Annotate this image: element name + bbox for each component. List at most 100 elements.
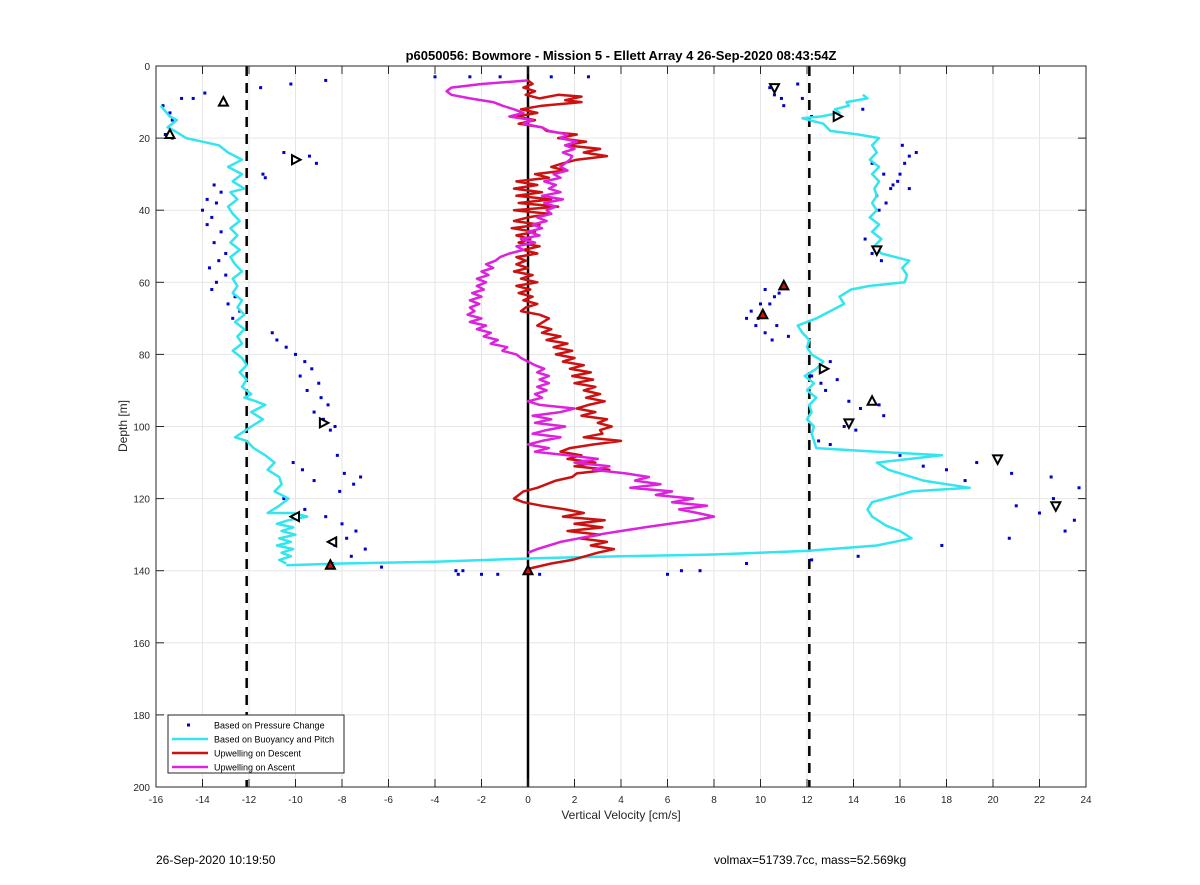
marker-triangle-right xyxy=(318,416,331,430)
pressure-change-point xyxy=(1007,536,1011,540)
pressure-change-point xyxy=(217,259,221,263)
series-buoyancy-pitch-ascent-line xyxy=(286,93,972,567)
pressure-change-point xyxy=(312,479,316,483)
pressure-change-point xyxy=(289,82,293,86)
x-tick-label: -4 xyxy=(431,795,440,806)
legend-label: Upwelling on Ascent xyxy=(214,763,296,773)
chart-title: p6050056: Bowmore - Mission 5 - Ellett A… xyxy=(406,48,837,63)
pressure-change-point xyxy=(779,96,783,100)
pressure-change-point xyxy=(882,414,886,418)
pressure-change-point xyxy=(205,223,209,227)
pressure-change-point xyxy=(224,251,228,255)
marker-triangle-left xyxy=(288,510,300,523)
series-upwelling-descent-line xyxy=(510,79,623,571)
pressure-change-point xyxy=(847,399,851,403)
marker-triangle-up xyxy=(324,558,337,570)
pressure-change-point xyxy=(796,82,800,86)
legend-label: Based on Pressure Change xyxy=(214,721,325,731)
legend-label: Based on Buoyancy and Pitch xyxy=(214,735,334,745)
marker-triangle-right xyxy=(832,110,845,123)
pressure-change-point xyxy=(363,547,367,551)
x-tick-label: -12 xyxy=(242,795,257,806)
pressure-change-point xyxy=(454,569,458,573)
pressure-change-point xyxy=(259,86,263,90)
pressure-change-point xyxy=(903,161,907,165)
legend-label: Upwelling on Descent xyxy=(214,749,302,759)
pressure-change-point xyxy=(777,291,781,295)
pressure-change-point xyxy=(201,208,204,212)
x-tick-label: -6 xyxy=(384,795,393,806)
pressure-change-point xyxy=(775,324,779,328)
pressure-change-point xyxy=(810,558,814,562)
pressure-change-point xyxy=(352,482,356,486)
pressure-change-point xyxy=(498,75,502,79)
x-tick-label: 10 xyxy=(755,795,767,806)
x-tick-label: 12 xyxy=(801,795,813,806)
x-tick-label: 24 xyxy=(1080,795,1092,806)
pressure-change-point xyxy=(870,161,874,165)
pressure-change-point xyxy=(538,572,542,576)
marker-triangle-down xyxy=(991,454,1004,467)
y-tick-label: 20 xyxy=(139,134,151,145)
pressure-change-point xyxy=(786,334,790,338)
pressure-change-point xyxy=(480,572,483,576)
pressure-change-point xyxy=(1038,511,1041,515)
pressure-change-point xyxy=(1051,497,1055,501)
y-tick-label: 160 xyxy=(133,639,150,650)
pressure-change-point xyxy=(810,374,814,378)
pressure-change-point xyxy=(298,374,302,378)
pressure-change-point xyxy=(345,536,349,540)
pressure-change-point xyxy=(800,96,804,100)
pressure-change-point xyxy=(772,295,776,299)
pressure-change-point xyxy=(210,215,214,219)
pressure-change-point xyxy=(212,241,216,245)
x-tick-label: 8 xyxy=(711,795,717,806)
marker-triangle-up xyxy=(756,307,769,320)
pressure-change-point xyxy=(180,96,184,100)
pressure-change-point xyxy=(891,183,895,187)
pressure-change-point xyxy=(456,572,460,576)
pressure-change-point xyxy=(768,302,772,306)
pressure-change-point xyxy=(468,75,472,79)
pressure-change-point xyxy=(879,259,883,263)
marker-triangle-left xyxy=(325,535,338,549)
pressure-change-point xyxy=(207,266,211,270)
pressure-change-point xyxy=(317,381,321,385)
pressure-change-point xyxy=(282,151,286,155)
y-tick-label: 60 xyxy=(139,278,151,289)
pressure-change-point xyxy=(1072,518,1076,522)
marker-triangle-down xyxy=(842,418,856,431)
pressure-change-point xyxy=(1063,529,1067,533)
pressure-change-point xyxy=(294,352,297,356)
pressure-change-point xyxy=(1049,475,1053,479)
pressure-change-point xyxy=(914,151,918,155)
marker-triangle-up xyxy=(777,278,790,291)
pressure-change-point xyxy=(284,345,288,349)
pressure-change-point xyxy=(191,96,195,100)
axis-ticks: -16 -14 -12 -10 -8 -6 -4 -2 0 2 4 6 8 10 12 14 16 18 20 22 2… xyxy=(133,62,1092,806)
pressure-change-point xyxy=(328,428,332,432)
x-tick-label: 6 xyxy=(665,795,671,806)
pressure-change-point xyxy=(940,543,944,547)
pressure-change-point xyxy=(963,479,967,483)
pressure-change-point xyxy=(305,388,309,392)
pressure-change-point xyxy=(877,208,881,212)
pressure-change-point xyxy=(889,187,893,191)
pressure-change-point xyxy=(828,443,832,447)
marker-triangle-down xyxy=(870,245,883,258)
pressure-change-point xyxy=(763,331,767,335)
x-tick-label: 0 xyxy=(525,795,531,806)
pressure-change-point xyxy=(359,475,363,479)
pressure-change-point xyxy=(896,179,900,183)
pressure-change-point xyxy=(907,187,911,191)
pressure-change-point xyxy=(975,461,979,465)
marker-triangle-up xyxy=(865,394,879,406)
pressure-change-point xyxy=(210,288,214,292)
pressure-change-point xyxy=(342,471,346,475)
pressure-change-point xyxy=(1014,504,1018,508)
pressure-change-point xyxy=(907,154,911,158)
pressure-change-point xyxy=(291,461,295,465)
pressure-change-point xyxy=(307,154,311,158)
grid xyxy=(155,65,1087,788)
